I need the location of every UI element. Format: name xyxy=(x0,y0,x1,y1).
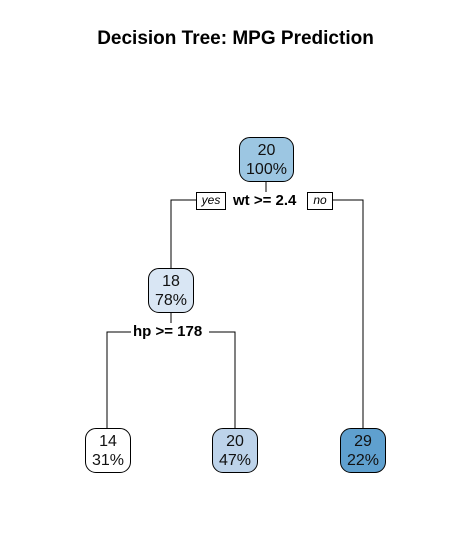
node-left-percent: 78% xyxy=(154,291,188,309)
node-root-percent: 100% xyxy=(246,160,287,178)
node-leaf-ll-value: 14 xyxy=(99,432,117,450)
node-root-value: 20 xyxy=(257,141,276,159)
edge-left-to-lr xyxy=(209,331,236,431)
node-leaf-ll: 14 31% xyxy=(85,428,131,473)
node-root: 20 100% xyxy=(239,137,294,182)
yes-tag: yes xyxy=(196,192,226,210)
split-left-label: hp >= 178 xyxy=(131,323,205,341)
edge-root-to-left xyxy=(170,199,197,270)
no-tag: no xyxy=(307,192,333,210)
chart-title: Decision Tree: MPG Prediction xyxy=(97,28,374,49)
node-left-value: 18 xyxy=(162,272,180,290)
edge-root-to-right xyxy=(333,199,364,431)
edge-left-to-ll xyxy=(106,331,134,431)
node-left: 18 78% xyxy=(148,268,194,313)
node-leaf-r: 29 22% xyxy=(340,428,386,473)
node-leaf-ll-percent: 31% xyxy=(91,451,125,469)
split-root-label: wt >= 2.4 xyxy=(231,192,299,210)
node-leaf-lr: 20 47% xyxy=(212,428,258,473)
node-leaf-r-value: 29 xyxy=(354,432,372,450)
node-leaf-lr-percent: 47% xyxy=(218,451,252,469)
node-leaf-r-percent: 22% xyxy=(346,451,380,469)
node-leaf-lr-value: 20 xyxy=(226,432,244,450)
